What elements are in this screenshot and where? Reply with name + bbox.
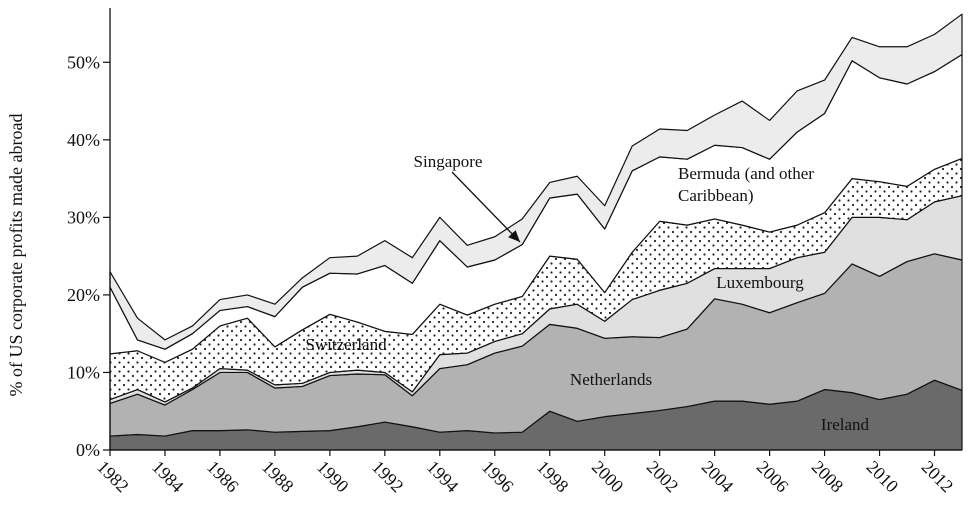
x-tick-label: 1982 (93, 457, 133, 497)
series-label: Switzerland (305, 335, 387, 354)
x-tick-label: 1996 (478, 457, 518, 497)
x-tick-label: 1990 (313, 457, 353, 497)
x-tick-label: 2012 (918, 457, 958, 497)
y-tick-label: 10% (67, 362, 100, 382)
x-tick-label: 2006 (753, 457, 793, 497)
series-label: Luxembourg (716, 273, 804, 292)
series-label: Netherlands (570, 370, 652, 389)
area (109, 13, 963, 350)
x-tick-label: 1984 (148, 457, 188, 497)
annotation-arrow (451, 171, 521, 243)
x-tick-label: 2002 (643, 457, 683, 497)
series-label: Ireland (821, 415, 870, 434)
x-tick-label: 2004 (698, 457, 738, 497)
x-tick-label: 1992 (368, 457, 408, 497)
y-tick-label: 50% (67, 52, 100, 72)
series-label: Bermuda (and other Caribbean) (678, 164, 814, 205)
x-tick-label: 2010 (863, 457, 903, 497)
x-tick-label: 2000 (588, 457, 628, 497)
x-tick-label: 1994 (423, 457, 463, 497)
y-tick-label: 40% (67, 130, 100, 150)
y-axis-label: % of US corporate profits made abroad (6, 114, 26, 397)
series-label: Singapore (414, 152, 483, 171)
x-tick-label: 1986 (203, 457, 243, 497)
y-tick-label: 30% (67, 207, 100, 227)
x-tick-label: 2008 (808, 457, 848, 497)
x-tick-label: 1998 (533, 457, 573, 497)
x-tick-label: 1988 (258, 457, 298, 497)
series-label-box: Bermuda (and other Caribbean) (678, 164, 814, 205)
y-tick-label: 0% (76, 440, 100, 460)
y-tick-label: 20% (67, 285, 100, 305)
